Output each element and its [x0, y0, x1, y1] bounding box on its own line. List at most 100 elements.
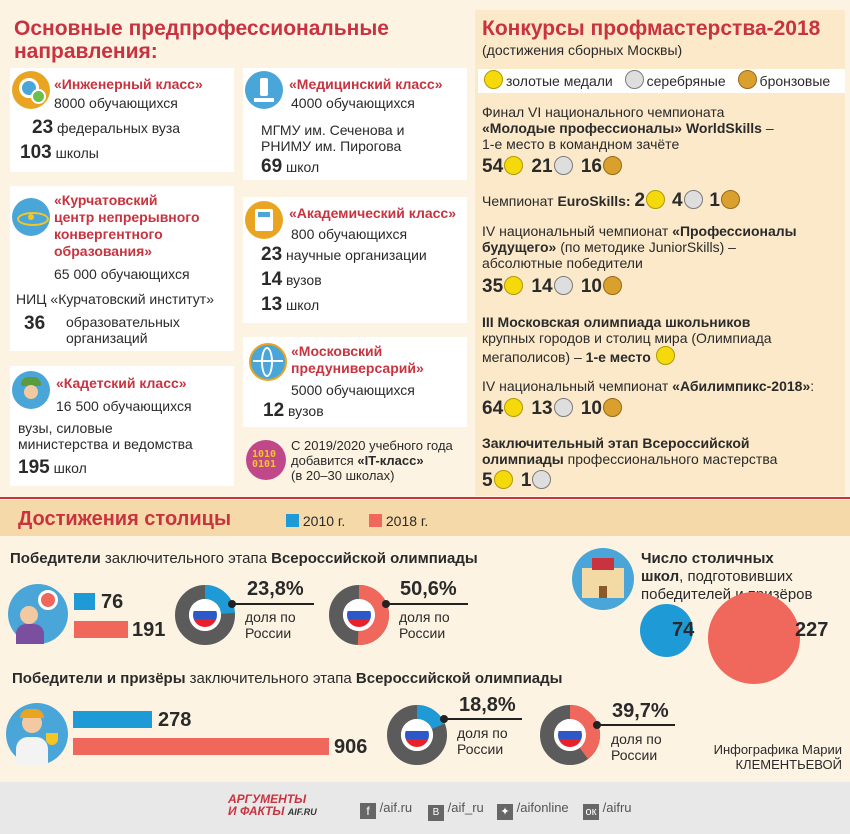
globe-icon: [249, 343, 287, 381]
stat-row: 36 образовательных организаций: [24, 313, 180, 346]
leader-dot: [440, 715, 448, 723]
bronze-medal-icon: [737, 70, 757, 89]
stat-row: 13 школ: [261, 294, 320, 315]
gold-medal-icon: [504, 398, 524, 417]
gold-medal-icon: [484, 70, 503, 89]
donut-winners-2010: [175, 585, 235, 645]
silver-medal-icon: [624, 70, 644, 89]
card-medical: «Медицинский класс» 4000 обучающихся МГМ…: [243, 68, 467, 180]
card-students: 4000 обучающихся: [291, 95, 415, 111]
card-students: 65 000 обучающихся: [54, 266, 190, 282]
gold-medal-icon: [646, 190, 666, 209]
competitions-subtitle: (достижения сборных Москвы): [482, 42, 683, 58]
infographic-credit: Инфографика Марии КЛЕМЕНТЬЕВОЙ: [713, 742, 842, 772]
share-winners-prizewinners-2018: 39,7%: [612, 700, 669, 722]
stat-row: 69 школ: [261, 156, 320, 177]
leader-line: [597, 724, 675, 726]
odnoklassniki-icon: ок: [583, 804, 599, 820]
event-juniorskills: IV национальный чемпионат «Профессионалы…: [482, 223, 797, 271]
leader-dot: [228, 600, 236, 608]
card-students: 5000 обучающихся: [291, 382, 415, 398]
bar-label-winners-2018: 191: [132, 619, 166, 641]
student-trophy-icon: [6, 703, 68, 765]
gold-medal-icon: [493, 470, 513, 489]
bar-label-winners-prizewinners-2018: 906: [334, 736, 368, 758]
legend-swatch-2018: [369, 514, 382, 527]
bar-label-winners-prizewinners-2010: 278: [158, 709, 192, 731]
bar-winners-2018: [74, 621, 128, 638]
share-label: доля по России: [245, 609, 296, 641]
share-label: доля по России: [457, 725, 508, 757]
gold-medal-icon: [655, 346, 675, 365]
microscope-icon: [245, 71, 283, 109]
schools-title: Число столичных школ, подготовивших побе…: [641, 550, 813, 603]
label-schools-2010: 74: [672, 619, 695, 641]
social-facebook[interactable]: f /aif.ru: [360, 800, 412, 819]
teacher-target-icon: [8, 584, 68, 644]
bar-winners-prizewinners-2010: [73, 711, 152, 728]
social-odnoklassniki[interactable]: ок /aifru: [583, 800, 632, 820]
calculator-icon: [245, 201, 283, 239]
donut-winners-prizewinners-2018: [540, 705, 600, 765]
social-vk[interactable]: B /aif_ru: [428, 800, 484, 821]
legend-2018: 2018 г.: [369, 513, 428, 529]
card-kurchatov: «Курчатовский центр непрерывного конверг…: [10, 186, 234, 351]
medals-prof-olympiad: 5 1: [482, 470, 554, 492]
donut-winners-prizewinners-2010: [387, 705, 447, 765]
event-megapolis-olympiad: III Московская олимпиада школьников круп…: [482, 314, 772, 365]
silver-medal-icon: [553, 156, 573, 175]
event-prof-olympiad: Заключительный этап Всероссийской олимпи…: [482, 435, 778, 467]
section-winners-title: Победители заключительного этапа Всеросс…: [10, 550, 478, 567]
cadet-icon: [12, 371, 50, 409]
silver-medal-icon: [683, 190, 703, 209]
silver-medal-icon: [532, 470, 552, 489]
gears-icon: [12, 71, 50, 109]
leader-line: [232, 603, 314, 605]
card-students: 8000 обучающихся: [54, 95, 178, 111]
stat-row: НИЦ «Курчатовский институт»: [16, 291, 214, 307]
competitions-title: Конкурсы профмастерства-2018: [482, 17, 821, 40]
achievements-band: [0, 500, 850, 536]
bronze-medal-icon: [602, 156, 622, 175]
event-euroskills: Чемпионат EuroSkills: 2 4 1: [482, 190, 743, 211]
circle-schools-2018: [708, 592, 800, 684]
share-winners-prizewinners-2010: 18,8%: [459, 694, 516, 716]
stat-row: 23 научные организации: [261, 244, 427, 265]
facebook-icon: f: [360, 803, 376, 819]
card-title: «Академический класс»: [289, 205, 456, 221]
leader-dot: [382, 600, 390, 608]
leader-line: [444, 718, 522, 720]
silver-medal-icon: [553, 398, 573, 417]
leader-line: [386, 603, 468, 605]
card-title: «Московский предуниверсарий»: [291, 343, 424, 376]
bronze-medal-icon: [602, 398, 622, 417]
card-students: 800 обучающихся: [291, 226, 408, 242]
vk-icon: B: [428, 805, 444, 821]
bronze-medal-icon: [602, 276, 622, 295]
it-class-icon: 1010 0101: [246, 440, 286, 480]
leader-dot: [593, 721, 601, 729]
aif-logo: АРГУМЕНТЫ И ФАКТЫ AIF.RU: [228, 792, 317, 818]
left-header: Основные предпрофессиональные направлени…: [14, 17, 389, 63]
card-students: 16 500 обучающихся: [56, 398, 192, 414]
section-winners-prizewinners-title: Победители и призёры заключительного эта…: [12, 670, 563, 687]
bar-label-winners-2010: 76: [101, 591, 124, 613]
social-twitter[interactable]: ✦ /aifonline: [497, 800, 569, 820]
footer-bar: [0, 782, 850, 834]
medals-worldskills: 54 21 16: [482, 156, 625, 178]
achievements-title: Достижения столицы: [18, 508, 232, 530]
event-worldskills: Финал VI национального чемпионата «Молод…: [482, 104, 774, 152]
share-winners-2018: 50,6%: [400, 578, 457, 600]
gold-medal-icon: [504, 276, 524, 295]
card-title: «Курчатовский центр непрерывного конверг…: [54, 192, 200, 259]
school-building-icon: [572, 548, 634, 610]
medals-abilympics: 64 13 10: [482, 398, 625, 420]
atom-icon: [12, 198, 50, 236]
legend-2010: 2010 г.: [286, 513, 345, 529]
divider-line: [0, 497, 850, 499]
stat-row: 14 вузов: [261, 269, 322, 290]
bronze-medal-icon: [721, 190, 740, 209]
card-title: «Инженерный класс»: [54, 76, 203, 92]
silver-medal-icon: [553, 276, 573, 295]
gold-medal-icon: [504, 156, 524, 175]
